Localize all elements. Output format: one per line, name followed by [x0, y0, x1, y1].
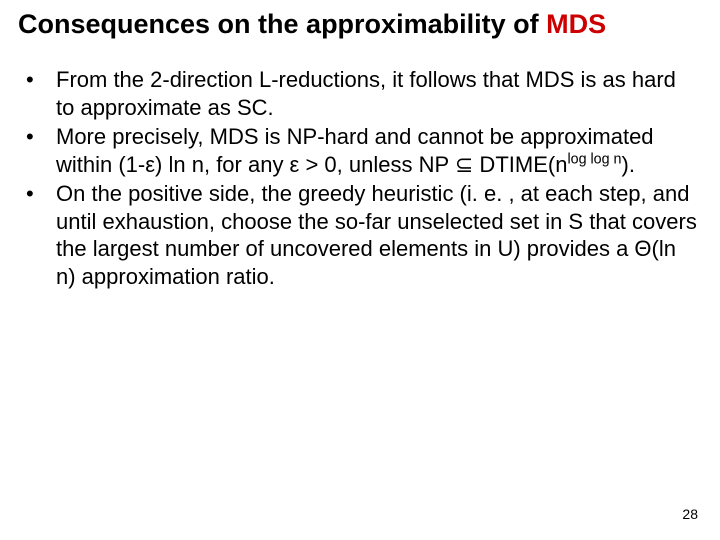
slide-title: Consequences on the approximability of M… [18, 8, 702, 40]
list-item: • On the positive side, the greedy heuri… [26, 180, 702, 290]
bullet-marker: • [26, 66, 56, 94]
title-prefix: Consequences on the approximability of [18, 9, 546, 39]
title-accent: MDS [546, 9, 606, 39]
bullet-marker: • [26, 180, 56, 208]
page-number: 28 [682, 506, 698, 522]
list-item: • More precisely, MDS is NP-hard and can… [26, 123, 702, 178]
bullet-text: On the positive side, the greedy heurist… [56, 180, 702, 290]
bullet-text: More precisely, MDS is NP-hard and canno… [56, 123, 702, 178]
slide: Consequences on the approximability of M… [0, 0, 720, 540]
bullet-list: • From the 2-direction L-reductions, it … [18, 66, 702, 290]
bullet-marker: • [26, 123, 56, 151]
list-item: • From the 2-direction L-reductions, it … [26, 66, 702, 121]
bullet-text: From the 2-direction L-reductions, it fo… [56, 66, 702, 121]
